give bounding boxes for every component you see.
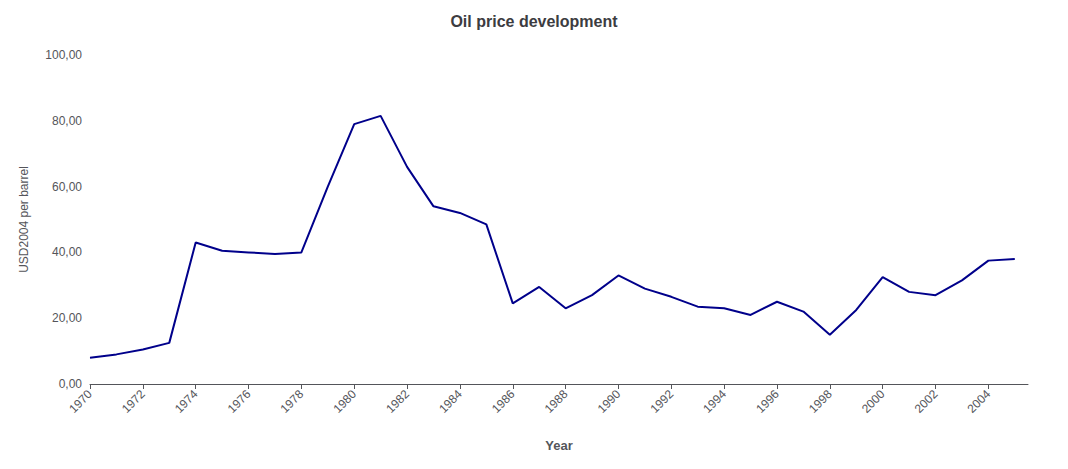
svg-text:100,00: 100,00 bbox=[45, 48, 82, 62]
svg-text:1998: 1998 bbox=[806, 387, 835, 416]
svg-text:1974: 1974 bbox=[172, 387, 201, 416]
svg-text:1976: 1976 bbox=[225, 387, 254, 416]
svg-text:USD2004 per barrel: USD2004 per barrel bbox=[17, 166, 31, 273]
svg-text:0,00: 0,00 bbox=[59, 377, 83, 391]
svg-text:40,00: 40,00 bbox=[52, 245, 82, 259]
svg-text:1984: 1984 bbox=[436, 387, 465, 416]
svg-text:80,00: 80,00 bbox=[52, 114, 82, 128]
svg-text:1986: 1986 bbox=[489, 387, 518, 416]
svg-text:1982: 1982 bbox=[383, 387, 412, 416]
svg-text:1996: 1996 bbox=[753, 387, 782, 416]
svg-text:1980: 1980 bbox=[330, 387, 359, 416]
svg-text:1992: 1992 bbox=[647, 387, 676, 416]
svg-text:60,00: 60,00 bbox=[52, 180, 82, 194]
svg-text:1994: 1994 bbox=[700, 387, 729, 416]
svg-text:20,00: 20,00 bbox=[52, 311, 82, 325]
svg-text:1972: 1972 bbox=[119, 387, 148, 416]
svg-text:Year: Year bbox=[545, 438, 572, 453]
svg-text:1970: 1970 bbox=[66, 387, 95, 416]
svg-text:2004: 2004 bbox=[965, 387, 994, 416]
svg-text:Oil price development: Oil price development bbox=[450, 13, 618, 30]
svg-text:1978: 1978 bbox=[278, 387, 307, 416]
svg-text:2000: 2000 bbox=[859, 387, 888, 416]
svg-text:1988: 1988 bbox=[542, 387, 571, 416]
svg-text:1990: 1990 bbox=[595, 387, 624, 416]
svg-text:2002: 2002 bbox=[912, 387, 941, 416]
